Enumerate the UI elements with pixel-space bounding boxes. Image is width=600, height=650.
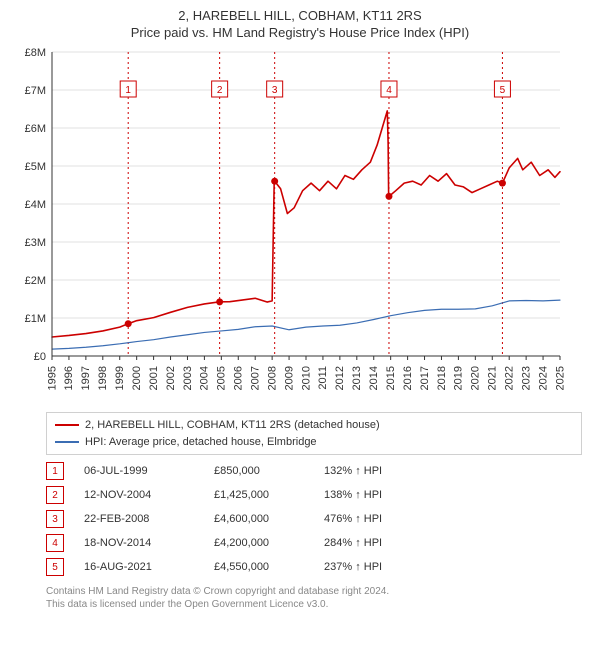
transaction-date: 16-AUG-2021 — [84, 561, 194, 573]
svg-text:4: 4 — [386, 85, 392, 96]
transaction-date: 22-FEB-2008 — [84, 513, 194, 525]
svg-text:2012: 2012 — [334, 366, 346, 390]
transaction-row: 1 06-JUL-1999 £850,000 132% ↑ HPI — [46, 459, 582, 483]
transaction-price: £4,600,000 — [214, 513, 304, 525]
svg-text:2016: 2016 — [402, 366, 414, 390]
svg-text:2009: 2009 — [283, 366, 295, 390]
transaction-marker: 5 — [46, 558, 64, 576]
svg-text:2015: 2015 — [385, 366, 397, 390]
transaction-date: 12-NOV-2004 — [84, 489, 194, 501]
transaction-date: 06-JUL-1999 — [84, 465, 194, 477]
svg-text:2002: 2002 — [165, 366, 177, 390]
transaction-price: £1,425,000 — [214, 489, 304, 501]
svg-text:2025: 2025 — [554, 366, 566, 390]
svg-text:2007: 2007 — [249, 366, 261, 390]
svg-text:1997: 1997 — [80, 366, 92, 390]
transaction-row: 3 22-FEB-2008 £4,600,000 476% ↑ HPI — [46, 507, 582, 531]
transaction-marker: 4 — [46, 534, 64, 552]
svg-text:2017: 2017 — [419, 366, 431, 390]
svg-text:2022: 2022 — [504, 366, 516, 390]
svg-text:2: 2 — [217, 85, 223, 96]
svg-text:2004: 2004 — [199, 366, 211, 390]
svg-text:2020: 2020 — [470, 366, 482, 390]
svg-text:3: 3 — [272, 85, 278, 96]
legend-item: 2, HAREBELL HILL, COBHAM, KT11 2RS (deta… — [55, 417, 573, 434]
page-title: 2, HAREBELL HILL, COBHAM, KT11 2RS — [8, 8, 592, 23]
svg-text:1996: 1996 — [63, 366, 75, 390]
transactions-table: 1 06-JUL-1999 £850,000 132% ↑ HPI 2 12-NOV-20… — [46, 459, 582, 579]
svg-text:2001: 2001 — [148, 366, 160, 390]
svg-text:2014: 2014 — [368, 366, 380, 390]
transaction-price: £4,550,000 — [214, 561, 304, 573]
svg-text:£8M: £8M — [25, 47, 46, 59]
legend: 2, HAREBELL HILL, COBHAM, KT11 2RS (deta… — [46, 412, 582, 455]
svg-text:£6M: £6M — [25, 123, 46, 135]
svg-text:£2M: £2M — [25, 275, 46, 287]
transaction-row: 2 12-NOV-2004 £1,425,000 138% ↑ HPI — [46, 483, 582, 507]
transaction-hpi: 132% ↑ HPI — [324, 465, 582, 477]
transaction-hpi: 284% ↑ HPI — [324, 537, 582, 549]
legend-label: HPI: Average price, detached house, Elmb… — [85, 434, 317, 451]
svg-text:£4M: £4M — [25, 199, 46, 211]
svg-text:£7M: £7M — [25, 85, 46, 97]
transaction-date: 18-NOV-2014 — [84, 537, 194, 549]
transaction-marker: 3 — [46, 510, 64, 528]
svg-text:£0: £0 — [34, 351, 46, 363]
legend-swatch — [55, 424, 79, 426]
svg-text:£5M: £5M — [25, 161, 46, 173]
transaction-hpi: 138% ↑ HPI — [324, 489, 582, 501]
transaction-row: 5 16-AUG-2021 £4,550,000 237% ↑ HPI — [46, 555, 582, 579]
transaction-price: £850,000 — [214, 465, 304, 477]
svg-text:2024: 2024 — [537, 366, 549, 390]
svg-text:2021: 2021 — [487, 366, 499, 390]
svg-text:1999: 1999 — [114, 366, 126, 390]
svg-text:2019: 2019 — [453, 366, 465, 390]
svg-text:1: 1 — [125, 85, 131, 96]
svg-text:2018: 2018 — [436, 366, 448, 390]
svg-text:2003: 2003 — [182, 366, 194, 390]
svg-text:2008: 2008 — [266, 366, 278, 390]
footer-line-1: Contains HM Land Registry data © Crown c… — [46, 585, 582, 598]
svg-text:2010: 2010 — [300, 366, 312, 390]
footer-line-2: This data is licensed under the Open Gov… — [46, 598, 582, 611]
svg-text:5: 5 — [500, 85, 506, 96]
svg-text:2013: 2013 — [351, 366, 363, 390]
legend-label: 2, HAREBELL HILL, COBHAM, KT11 2RS (deta… — [85, 417, 380, 434]
legend-swatch — [55, 441, 79, 443]
transaction-price: £4,200,000 — [214, 537, 304, 549]
transaction-hpi: 476% ↑ HPI — [324, 513, 582, 525]
transaction-row: 4 18-NOV-2014 £4,200,000 284% ↑ HPI — [46, 531, 582, 555]
footer-note: Contains HM Land Registry data © Crown c… — [46, 585, 582, 611]
svg-text:1998: 1998 — [97, 366, 109, 390]
svg-text:2023: 2023 — [520, 366, 532, 390]
svg-text:2000: 2000 — [131, 366, 143, 390]
svg-text:2006: 2006 — [233, 366, 245, 390]
transaction-marker: 1 — [46, 462, 64, 480]
transaction-marker: 2 — [46, 486, 64, 504]
svg-text:2005: 2005 — [216, 366, 228, 390]
svg-text:1995: 1995 — [46, 366, 58, 390]
transaction-hpi: 237% ↑ HPI — [324, 561, 582, 573]
svg-text:2011: 2011 — [317, 366, 329, 390]
page-subtitle: Price paid vs. HM Land Registry's House … — [8, 25, 592, 40]
legend-item: HPI: Average price, detached house, Elmb… — [55, 434, 573, 451]
svg-text:£1M: £1M — [25, 313, 46, 325]
price-chart: £0 £1M £2M £3M £4M £5M £6M £7M £8M 1995 1996 1997 19… — [8, 46, 592, 406]
svg-text:£3M: £3M — [25, 237, 46, 249]
